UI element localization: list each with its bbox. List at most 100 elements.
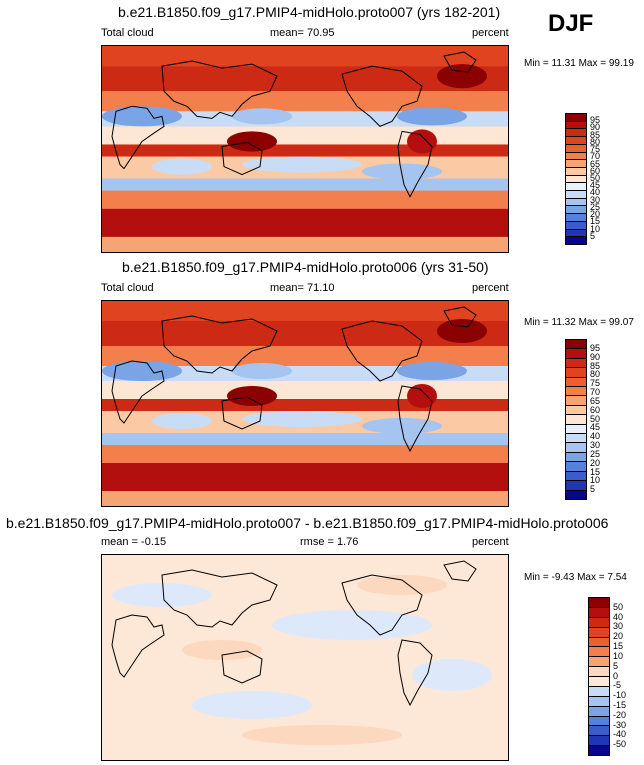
- colorbar-tick-label: 15: [590, 216, 601, 227]
- colorbar-swatch: [566, 387, 586, 397]
- colorbar-tick-label: 65: [590, 395, 601, 406]
- colorbar-tick-label: 85: [590, 129, 601, 140]
- colorbar-swatch: [566, 462, 586, 472]
- coastline: [397, 130, 433, 198]
- coastline: [397, 639, 433, 707]
- colorbar-tick-label: 70: [590, 387, 601, 397]
- colorbar-tick-label: 75: [590, 378, 601, 389]
- colorbar-tick-label: -10: [613, 690, 627, 701]
- colorbar-swatch: [566, 424, 586, 435]
- panel-1-map: [101, 45, 509, 253]
- coastline: [221, 650, 263, 684]
- colorbar-swatch: [566, 415, 586, 425]
- colorbar-swatch: [566, 144, 586, 153]
- colorbar-tick-label: 30: [590, 440, 601, 450]
- colorbar-tick-label: 45: [590, 422, 601, 433]
- colorbar-swatch: [589, 607, 609, 618]
- colorbar-tick-label: 5: [590, 484, 596, 495]
- colorbar-tick-label: 10: [613, 650, 624, 661]
- panel-2-mean: mean= 71.10: [270, 282, 335, 294]
- panel-2-map: [101, 300, 509, 507]
- colorbar-tick-label: 80: [590, 369, 601, 380]
- colorbar-swatch: [566, 160, 586, 168]
- colorbar-swatch: [566, 237, 586, 244]
- colorbar-tick-label: 30: [613, 621, 624, 632]
- colorbar-tick-label: 10: [590, 475, 601, 486]
- colorbar-swatch: [566, 214, 586, 222]
- colorbar-swatch: [566, 198, 586, 207]
- coastline: [111, 614, 165, 678]
- colorbar-tick-label: 70: [590, 151, 601, 162]
- coastline: [161, 60, 278, 119]
- colorbar-swatch: [566, 396, 586, 406]
- colorbar-tick-label: 90: [590, 122, 601, 133]
- colorbar-swatch: [566, 137, 586, 145]
- colorbar-tick-label: 85: [590, 360, 601, 371]
- colorbar-tick-label: -50: [613, 739, 627, 750]
- panel-1-colorbar: [565, 113, 587, 245]
- colorbar-swatch: [589, 637, 609, 648]
- colorbar-tick-label: 5: [613, 660, 619, 671]
- panel-2-minmax: Min = 11.32 Max = 99.07: [524, 317, 634, 328]
- colorbar-swatch: [589, 627, 609, 638]
- colorbar-swatch: [589, 686, 609, 697]
- panel-1-minmax: Min = 11.31 Max = 99.19: [524, 58, 634, 69]
- colorbar-tick-label: 50: [590, 173, 601, 183]
- panel-1-variable: Total cloud: [101, 27, 154, 39]
- panel-2-units: percent: [472, 282, 509, 294]
- colorbar-swatch: [589, 598, 609, 608]
- colorbar-swatch: [566, 377, 586, 388]
- colorbar-tick-label: 40: [613, 611, 624, 622]
- panel-3-units: percent: [472, 536, 509, 548]
- colorbar-tick-label: 10: [590, 223, 601, 234]
- colorbar-swatch: [566, 121, 586, 130]
- colorbar-tick-label: -20: [613, 709, 627, 720]
- colorbar-tick-label: 0: [613, 670, 619, 681]
- colorbar-tick-label: -40: [613, 729, 627, 740]
- panel-1-units: percent: [472, 27, 509, 39]
- coastline: [443, 51, 477, 73]
- colorbar-swatch: [566, 349, 586, 359]
- coastline: [341, 574, 423, 636]
- colorbar-swatch: [566, 490, 586, 499]
- colorbar-swatch: [566, 206, 586, 215]
- coastline: [443, 560, 477, 582]
- coastline: [161, 569, 278, 628]
- colorbar-tick-label: -30: [613, 719, 627, 730]
- colorbar-swatch: [589, 746, 609, 755]
- colorbar-swatch: [566, 152, 586, 161]
- panel-2-variable: Total cloud: [101, 282, 154, 294]
- colorbar-swatch: [566, 405, 586, 416]
- coastline: [443, 306, 477, 328]
- colorbar-tick-label: 50: [590, 413, 601, 424]
- colorbar-tick-label: 75: [590, 144, 601, 155]
- map-field: [102, 46, 508, 252]
- colorbar-swatch: [566, 434, 586, 444]
- colorbar-tick-label: 15: [590, 466, 601, 477]
- colorbar-tick-label: 95: [590, 115, 601, 126]
- panel-2-title: b.e21.B1850.f09_g17.PMIP4-midHolo.proto0…: [122, 259, 489, 275]
- map-field: [102, 555, 508, 760]
- panel-3-map: [101, 554, 509, 761]
- colorbar-tick-label: 80: [590, 136, 601, 147]
- colorbar-swatch: [566, 167, 586, 176]
- coastline: [161, 315, 278, 374]
- colorbar-tick-label: 95: [590, 342, 601, 353]
- panel-3-title: b.e21.B1850.f09_g17.PMIP4-midHolo.proto0…: [6, 515, 609, 531]
- panel-3-colorbar: [588, 597, 610, 756]
- colorbar-tick-label: -5: [613, 680, 622, 691]
- panel-1-title: b.e21.B1850.f09_g17.PMIP4-midHolo.proto0…: [118, 4, 501, 20]
- map-field: [102, 301, 508, 506]
- panel-2-colorbar: [565, 339, 587, 500]
- colorbar-tick-label: 20: [590, 209, 601, 220]
- coastline: [341, 65, 423, 127]
- colorbar-swatch: [589, 736, 609, 747]
- colorbar-tick-label: -15: [613, 699, 627, 710]
- colorbar-swatch: [566, 229, 586, 238]
- colorbar-swatch: [589, 617, 609, 628]
- coastline: [221, 396, 263, 430]
- colorbar-tick-label: 60: [590, 404, 601, 415]
- colorbar-swatch: [566, 358, 586, 369]
- colorbar-swatch: [589, 716, 609, 727]
- colorbar-tick-label: 90: [590, 351, 601, 362]
